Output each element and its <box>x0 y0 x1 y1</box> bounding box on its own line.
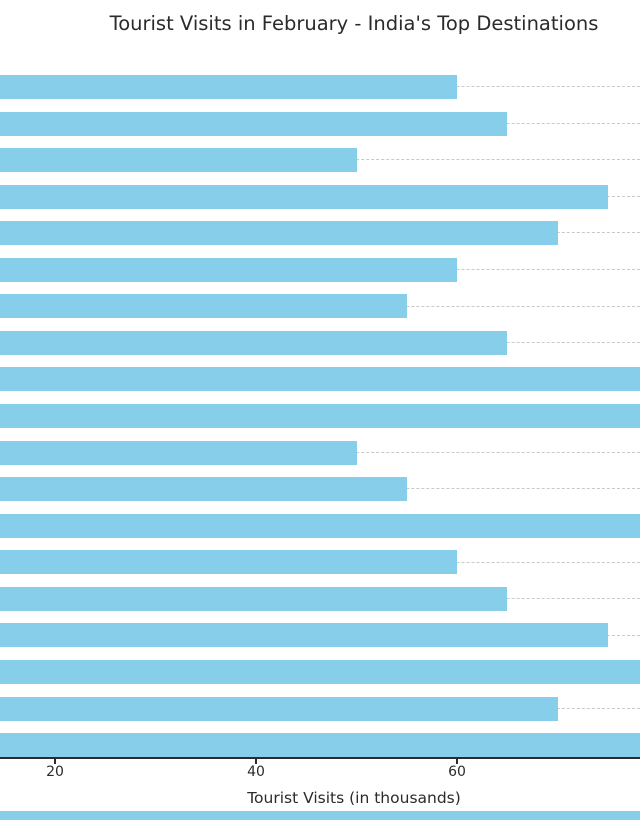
x-tick-mark <box>255 759 257 764</box>
bar <box>0 111 508 136</box>
bar <box>0 440 357 465</box>
bar <box>0 733 640 757</box>
x-tick-label: 60 <box>448 764 466 780</box>
bar <box>0 513 640 538</box>
bar <box>0 404 640 429</box>
x-axis-line <box>0 757 640 759</box>
bar <box>0 659 640 684</box>
bar <box>0 623 608 648</box>
bar <box>0 477 407 502</box>
bar <box>0 294 407 319</box>
x-tick-label: 20 <box>46 764 64 780</box>
bar <box>0 221 558 246</box>
x-tick-mark <box>54 759 56 764</box>
x-tick-label: 40 <box>247 764 265 780</box>
bar <box>0 184 608 209</box>
plot-area <box>0 75 640 757</box>
x-tick-mark <box>456 759 458 764</box>
bar <box>0 550 457 575</box>
bar <box>0 330 508 355</box>
bar <box>0 696 558 721</box>
bar <box>0 148 357 173</box>
partial-bottom-bar <box>0 811 640 820</box>
bar <box>0 367 640 392</box>
bar <box>0 257 457 282</box>
bar <box>0 75 457 99</box>
bar <box>0 586 508 611</box>
chart-title: Tourist Visits in February - India's Top… <box>109 12 599 35</box>
x-axis-label: Tourist Visits (in thousands) <box>247 789 461 807</box>
